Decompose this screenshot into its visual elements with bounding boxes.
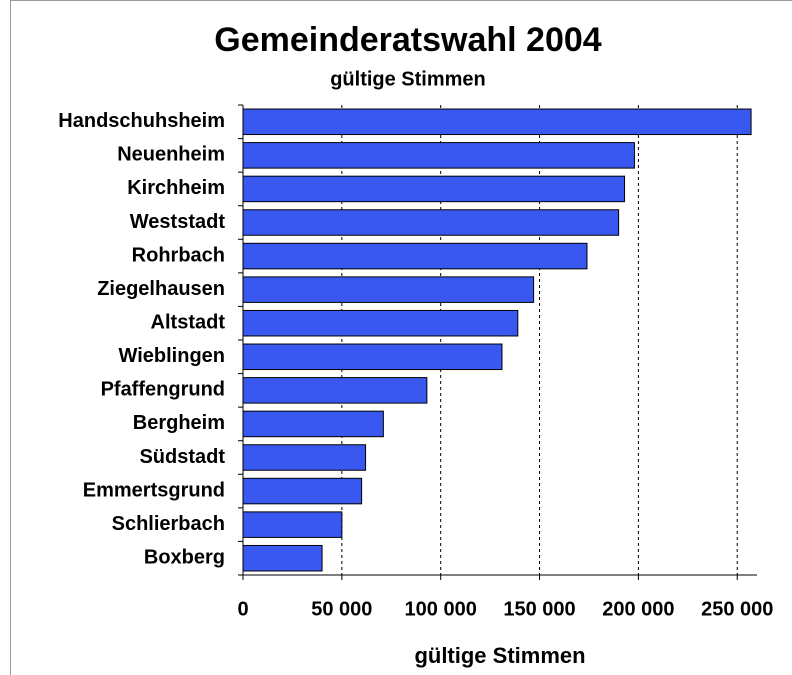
chart-title: Gemeinderatswahl 2004	[214, 21, 602, 59]
y-tick-label: Wieblingen	[119, 345, 225, 367]
bar	[242, 477, 363, 505]
bar	[242, 142, 635, 169]
y-tick-label: Kirchheim	[127, 177, 225, 199]
y-tick-label: Rohrbach	[132, 244, 225, 266]
x-tick-label: 100 000	[405, 598, 477, 620]
frame	[10, 0, 792, 675]
y-tick-label: Ziegelhausen	[97, 278, 225, 300]
bar	[242, 242, 588, 270]
x-tick-label: 0	[237, 598, 248, 620]
y-tick-label: Schlierbach	[112, 513, 225, 535]
y-tick-label: Südstadt	[139, 446, 225, 468]
bar	[242, 276, 535, 303]
bar	[242, 108, 752, 136]
y-tick-label: Boxberg	[144, 546, 225, 568]
bar	[242, 175, 626, 203]
y-tick-label: Neuenheim	[117, 144, 225, 166]
x-tick-label: 200 000	[602, 598, 674, 620]
x-tick-label: 250 000	[701, 598, 773, 620]
y-tick-label: Handschuhsheim	[58, 110, 225, 132]
bar	[242, 544, 323, 572]
bar	[242, 209, 620, 236]
bar	[242, 309, 519, 337]
bar	[242, 444, 367, 471]
bar	[242, 410, 384, 438]
bar	[242, 377, 428, 404]
y-tick-label: Weststadt	[130, 211, 226, 233]
y-tick-label: Emmertsgrund	[83, 479, 225, 501]
bar	[242, 343, 503, 371]
y-tick-label: Altstadt	[151, 311, 226, 333]
y-tick-label: Pfaffengrund	[101, 379, 225, 401]
x-tick-label: 150 000	[503, 598, 575, 620]
chart-subtitle: gültige Stimmen	[330, 68, 486, 90]
bar	[242, 511, 343, 538]
x-axis-label: gültige Stimmen	[414, 643, 585, 668]
y-tick-label: Bergheim	[133, 412, 225, 434]
x-tick-label: 50 000	[311, 598, 372, 620]
